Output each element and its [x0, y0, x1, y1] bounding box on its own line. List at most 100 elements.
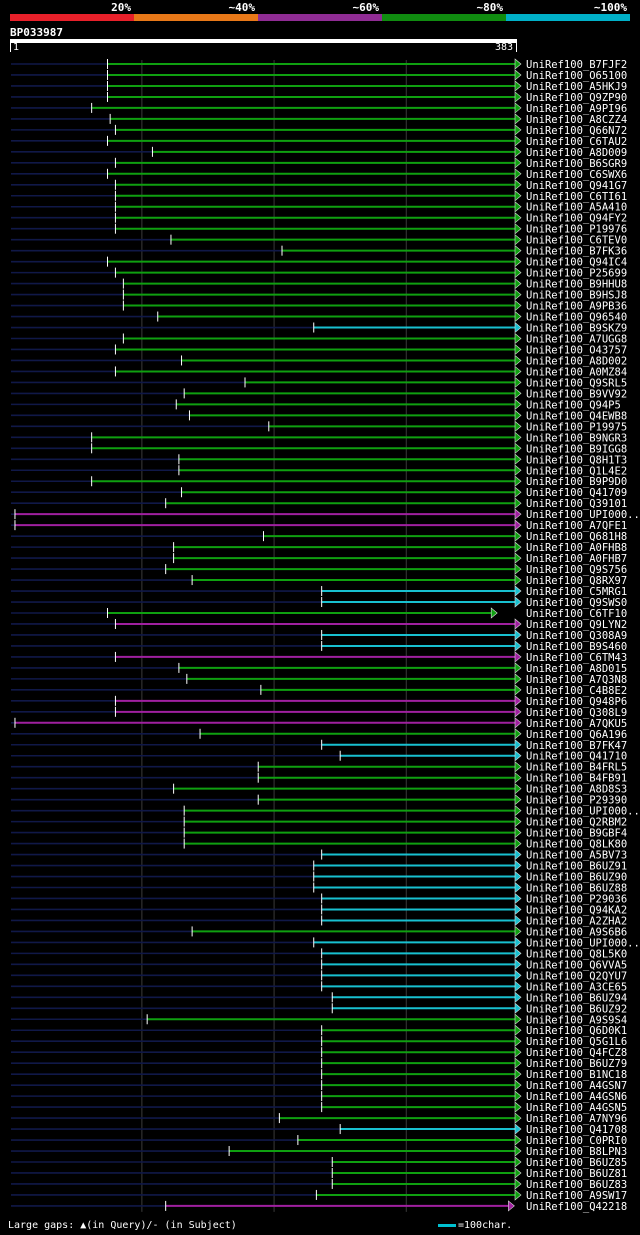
- hit-end-arrow-36: [514, 453, 522, 465]
- hit-end-arrow-71: [514, 837, 522, 850]
- hit-label-51: UniRef100_Q9LYN2: [526, 619, 627, 631]
- hit-end-arrow-85: [514, 991, 522, 1003]
- hit-label-38: UniRef100_B9P9D0: [526, 476, 627, 488]
- hit-end-arrow-54: [514, 651, 522, 663]
- hit-label-102: UniRef100_B6UZ83: [526, 1179, 627, 1191]
- legend-swatch-2: [134, 14, 258, 21]
- hit-label-67: UniRef100_P29390: [526, 795, 627, 807]
- hit-end-arrow-4: [514, 102, 522, 114]
- hit-label-4: UniRef100_A9PI96: [526, 103, 627, 115]
- hit-label-33: UniRef100_P19975: [526, 421, 627, 433]
- hit-end-arrow-57: [514, 684, 522, 696]
- hit-end-arrow-101: [514, 1167, 522, 1179]
- hit-end-arrow-96: [514, 1112, 522, 1124]
- hit-label-89: UniRef100_Q5G1L6: [526, 1036, 627, 1048]
- hit-label-10: UniRef100_C6SWX6: [526, 169, 627, 181]
- hit-label-97: UniRef100_Q41708: [526, 1124, 627, 1136]
- hit-end-arrow-60: [514, 717, 522, 729]
- hit-end-arrow-82: [514, 958, 522, 971]
- hit-label-53: UniRef100_B9S460: [526, 641, 627, 653]
- hit-label-37: UniRef100_Q1L4E2: [526, 465, 627, 477]
- hit-label-23: UniRef100_Q96540: [526, 312, 627, 324]
- hit-end-arrow-6: [514, 124, 522, 136]
- hit-label-11: UniRef100_Q941G7: [526, 180, 627, 192]
- hit-label-100: UniRef100_B6UZ85: [526, 1157, 627, 1169]
- hit-label-66: UniRef100_A8D8S3: [526, 784, 627, 796]
- hit-end-arrow-84: [514, 980, 522, 992]
- hit-end-arrow-44: [514, 541, 522, 553]
- hit-end-arrow-17: [514, 245, 522, 257]
- hit-label-47: UniRef100_Q8RX97: [526, 575, 627, 587]
- hit-label-6: UniRef100_Q66N72: [526, 125, 627, 137]
- hit-end-arrow-65: [514, 772, 522, 784]
- hit-label-72: UniRef100_A5BV73: [526, 850, 627, 862]
- hit-end-arrow-1: [514, 69, 522, 81]
- hit-end-arrow-48: [514, 585, 522, 597]
- hit-end-arrow-70: [514, 826, 522, 839]
- hit-end-arrow-77: [514, 903, 522, 916]
- hit-end-arrow-87: [514, 1013, 522, 1025]
- query-scale-bar: [10, 39, 517, 43]
- hit-end-arrow-49: [514, 596, 522, 608]
- hit-end-arrow-80: [514, 936, 522, 949]
- hit-label-32: UniRef100_Q4EWB8: [526, 410, 627, 422]
- hit-end-arrow-41: [514, 508, 522, 520]
- hit-end-arrow-14: [514, 212, 522, 224]
- hit-label-25: UniRef100_A7UGG8: [526, 334, 627, 346]
- hit-end-arrow-37: [514, 464, 522, 476]
- hit-label-40: UniRef100_Q39101: [526, 498, 627, 510]
- hit-label-8: UniRef100_A8D009: [526, 147, 627, 159]
- hit-end-arrow-90: [514, 1046, 522, 1058]
- hit-label-41: UniRef100_UPI000..: [526, 509, 640, 521]
- scale-start-label: 1: [13, 42, 20, 53]
- hit-end-arrow-67: [514, 794, 522, 806]
- hit-label-80: UniRef100_UPI000..: [526, 937, 640, 949]
- hit-end-arrow-88: [514, 1024, 522, 1036]
- hit-end-arrow-7: [514, 135, 522, 147]
- hit-label-19: UniRef100_P25699: [526, 268, 627, 280]
- hit-label-29: UniRef100_Q9SRL5: [526, 377, 627, 389]
- hit-label-43: UniRef100_Q681H8: [526, 531, 627, 543]
- hit-label-65: UniRef100_B4FB91: [526, 773, 627, 785]
- hit-end-arrow-19: [514, 266, 522, 279]
- hit-end-arrow-59: [514, 706, 522, 718]
- legend-label-3: ~60%: [352, 1, 380, 14]
- hit-end-arrow-63: [514, 750, 522, 762]
- hit-label-45: UniRef100_A0FHB7: [526, 553, 627, 565]
- hit-end-arrow-89: [514, 1035, 522, 1047]
- hit-label-31: UniRef100_Q94P5: [526, 399, 621, 411]
- hit-label-16: UniRef100_C6TEV0: [526, 235, 627, 247]
- hit-label-35: UniRef100_B9IGG8: [526, 443, 627, 455]
- hit-end-arrow-0: [514, 58, 522, 70]
- hit-label-74: UniRef100_B6UZ90: [526, 872, 627, 884]
- hit-end-arrow-24: [514, 321, 522, 334]
- hit-label-3: UniRef100_Q9ZP90: [526, 92, 627, 104]
- hit-end-arrow-31: [514, 398, 522, 411]
- hit-label-69: UniRef100_Q2RBM2: [526, 817, 627, 829]
- hit-end-arrow-11: [514, 179, 522, 191]
- hit-end-arrow-45: [514, 552, 522, 564]
- legend-label-1: 20%: [111, 1, 131, 14]
- hit-label-86: UniRef100_B6UZ92: [526, 1003, 627, 1015]
- hit-label-62: UniRef100_B7FK47: [526, 740, 627, 752]
- hit-end-arrow-53: [514, 640, 522, 652]
- hit-end-arrow-26: [514, 343, 522, 356]
- hit-end-arrow-43: [514, 530, 522, 542]
- hit-end-arrow-3: [514, 91, 522, 103]
- hit-end-arrow-13: [514, 201, 522, 213]
- hit-end-arrow-35: [514, 442, 522, 454]
- hit-label-54: UniRef100_C6TM43: [526, 652, 627, 664]
- hit-label-101: UniRef100_B6UZ81: [526, 1168, 627, 1180]
- identity-legend: 20% ~40% ~60% ~80% ~100%: [10, 0, 630, 22]
- hit-label-42: UniRef100_A7QFE1: [526, 520, 627, 532]
- hit-end-arrow-16: [514, 234, 522, 246]
- hit-label-56: UniRef100_A7Q3N8: [526, 674, 627, 686]
- hit-label-5: UniRef100_A8CZZ4: [526, 114, 627, 126]
- hit-label-58: UniRef100_Q948P6: [526, 696, 627, 708]
- legend-swatch-4: [382, 14, 506, 21]
- hit-label-55: UniRef100_A8D015: [526, 663, 627, 675]
- hit-end-arrow-8: [514, 146, 522, 158]
- hit-end-arrow-52: [514, 629, 522, 641]
- hit-end-arrow-28: [514, 365, 522, 378]
- hit-label-64: UniRef100_B4FRL5: [526, 762, 627, 774]
